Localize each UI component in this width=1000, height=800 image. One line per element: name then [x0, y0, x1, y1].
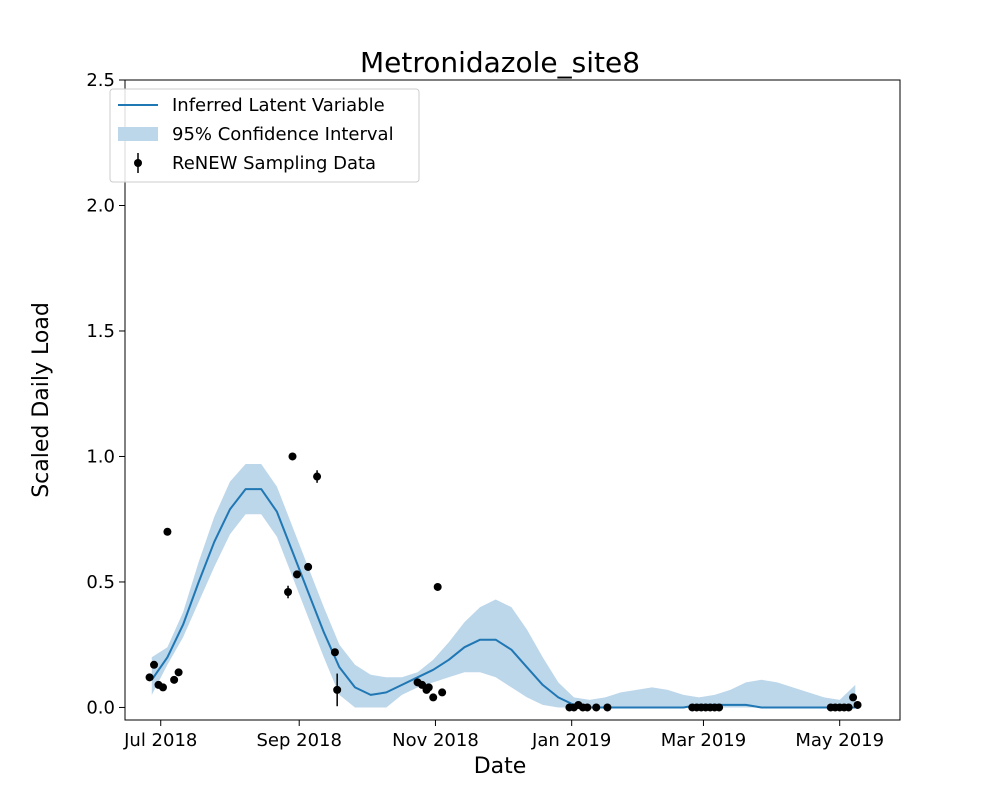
data-point: [304, 562, 313, 571]
y-tick-label: 1.0: [86, 446, 115, 467]
data-point: [438, 688, 447, 697]
sampling-point: [424, 683, 433, 692]
sampling-point: [592, 703, 601, 712]
y-tick-label: 2.0: [86, 195, 115, 216]
data-point: [313, 472, 322, 481]
y-axis-label: Scaled Daily Load: [29, 302, 54, 498]
latent-variable-line: [150, 488, 856, 709]
sampling-point: [284, 585, 293, 599]
data-point: [163, 527, 172, 536]
data-point: [170, 675, 179, 684]
x-tick-label: Sep 2018: [256, 730, 341, 751]
chart-title: Metronidazole_site8: [360, 46, 640, 79]
data-point: [844, 703, 853, 712]
y-axis-ticks: 0.0 0.5 1.0 1.5 2.0 2.5: [86, 70, 125, 718]
x-tick-label: Nov 2018: [392, 730, 479, 751]
legend-entry-sampling: ReNEW Sampling Data: [172, 153, 376, 174]
sampling-point: [603, 703, 612, 712]
data-point: [174, 668, 183, 677]
data-point: [333, 685, 342, 694]
data-point: [433, 582, 442, 591]
sampling-point: [333, 673, 342, 707]
sampling-point: [174, 668, 183, 677]
x-axis-label: Date: [474, 754, 527, 779]
sampling-point: [170, 675, 179, 684]
sampling-point: [163, 527, 172, 536]
legend-entry-latent: Inferred Latent Variable: [172, 95, 385, 116]
sampling-point: [853, 700, 862, 709]
data-point: [583, 703, 592, 712]
x-tick-label: Jul 2018: [123, 730, 197, 751]
data-point: [330, 648, 339, 657]
sampling-point: [583, 703, 592, 712]
x-axis-ticks: Jul 2018 Sep 2018 Nov 2018 Jan 2019 Mar 2019…: [123, 720, 884, 751]
data-point: [853, 700, 862, 709]
legend-entry-interval: 95% Confidence Interval: [172, 124, 394, 145]
legend: Inferred Latent Variable 95% Confidence …: [109, 88, 420, 183]
latent-line-layer: [150, 488, 856, 709]
data-point: [150, 660, 159, 669]
data-point: [288, 452, 297, 461]
legend-box: [109, 88, 420, 183]
sampling-point: [849, 693, 858, 702]
sampling-point: [438, 688, 447, 697]
y-tick-label: 2.5: [86, 70, 115, 91]
sampling-point: [158, 683, 167, 692]
sampling-point: [313, 470, 322, 483]
x-tick-label: Jan 2019: [531, 730, 611, 751]
data-point: [292, 570, 301, 579]
data-point: [603, 703, 612, 712]
sampling-point: [288, 452, 297, 461]
legend-band-swatch: [118, 127, 158, 141]
data-point: [145, 673, 154, 682]
data-point: [592, 703, 601, 712]
sampling-point: [715, 703, 724, 712]
sampling-point: [429, 693, 438, 702]
confidence-band: [151, 464, 856, 708]
plot-frame: [124, 79, 901, 721]
y-tick-label: 0.0: [86, 697, 115, 718]
sampling-point: [292, 570, 301, 579]
legend-point-swatch: [134, 159, 142, 167]
sampling-point: [304, 562, 313, 571]
sampling-point: [145, 673, 154, 682]
data-point: [158, 683, 167, 692]
data-point: [424, 683, 433, 692]
x-tick-label: May 2019: [795, 730, 884, 751]
data-point: [849, 693, 858, 702]
sampling-points-layer: [145, 452, 862, 712]
data-point: [284, 588, 293, 596]
sampling-point: [330, 648, 339, 657]
y-tick-label: 1.5: [86, 321, 115, 342]
x-tick-label: Mar 2019: [661, 730, 747, 751]
data-point: [429, 693, 438, 702]
sampling-point: [844, 703, 853, 712]
confidence-band-layer: [151, 464, 856, 708]
sampling-point: [150, 660, 159, 669]
data-point: [715, 703, 724, 712]
y-tick-label: 0.5: [86, 572, 115, 593]
sampling-point: [433, 582, 442, 591]
